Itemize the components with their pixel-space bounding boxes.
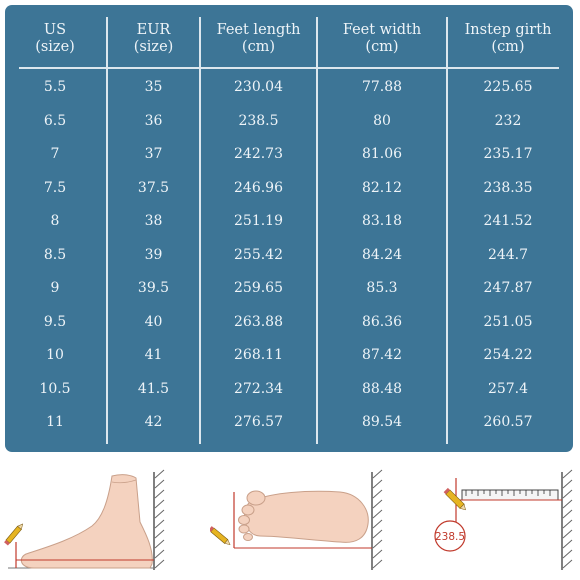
cell-instep-girth: 247.87 [483, 280, 533, 296]
cell-feet-width: 89.54 [361, 414, 403, 430]
header-divider [19, 67, 559, 69]
cell-feet-width: 87.42 [361, 347, 403, 363]
cell-feet-length: 272.34 [234, 380, 283, 397]
cell-feet-width: 84.24 [361, 246, 403, 263]
cell-instep-girth: 238.35 [483, 179, 533, 196]
cell-feet-width: 83.18 [361, 213, 403, 229]
foot-length-illustration [4, 462, 176, 574]
cell-eur-size: 38 [144, 213, 163, 229]
cell-eur-size: 37.5 [137, 179, 170, 196]
measuring-ruler-icon: 238.5 [434, 469, 573, 570]
cell-us-size: 7 [50, 146, 60, 162]
cell-feet-width: 77.88 [361, 79, 403, 95]
cell-us-size: 5.5 [43, 79, 67, 95]
cell-us-size: 10.5 [39, 380, 71, 397]
cell-feet-length: 246.96 [234, 179, 283, 196]
cell-us-size: 9 [50, 280, 60, 296]
cell-feet-width: 80 [373, 112, 391, 129]
cell-eur-size: 41.5 [137, 380, 170, 397]
ruler-measurement-illustration: 238.5 [420, 462, 576, 574]
cell-feet-width: 86.36 [361, 313, 403, 330]
cell-feet-width: 81.06 [361, 146, 403, 162]
cell-feet-length: 268.11 [234, 347, 283, 363]
cell-feet-length: 251.19 [234, 213, 283, 229]
cell-instep-girth: 260.57 [483, 414, 533, 430]
cell-instep-girth: 257.4 [487, 380, 529, 397]
cell-feet-width: 88.48 [361, 380, 403, 397]
header-eur-size: EUR (size) [133, 22, 174, 55]
column-divider [316, 17, 318, 444]
column-divider [106, 17, 108, 444]
cell-us-size: 10 [46, 347, 64, 363]
header-us-size: US (size) [35, 22, 75, 55]
cell-feet-width: 82.12 [361, 179, 403, 196]
cell-eur-size: 40 [144, 313, 163, 330]
cell-feet-length: 238.5 [238, 112, 279, 129]
cell-feet-length: 255.42 [234, 246, 283, 263]
cell-feet-width: 85.3 [366, 280, 398, 296]
cell-instep-girth: 241.52 [483, 213, 533, 229]
cell-feet-length: 242.73 [234, 146, 283, 162]
cell-eur-size: 39.5 [137, 280, 170, 296]
cell-instep-girth: 251.05 [483, 313, 533, 330]
cell-us-size: 11 [46, 414, 64, 430]
cell-eur-size: 37 [144, 146, 163, 162]
cell-instep-girth: 254.22 [483, 347, 533, 363]
header-feet-length: Feet length (cm) [216, 22, 301, 55]
cell-us-size: 9.5 [43, 313, 67, 330]
cell-instep-girth: 235.17 [483, 146, 533, 162]
header-feet-width: Feet width (cm) [342, 22, 422, 55]
cell-feet-length: 276.57 [234, 414, 283, 430]
cell-eur-size: 36 [144, 112, 163, 129]
cell-us-size: 6.5 [43, 112, 67, 129]
cell-instep-girth: 225.65 [483, 79, 533, 95]
measurement-badge: 238.5 [435, 531, 465, 543]
cell-eur-size: 35 [144, 79, 163, 95]
header-instep-girth: Instep girth (cm) [464, 22, 552, 55]
column-divider [446, 17, 448, 444]
cell-eur-size: 39 [144, 246, 163, 263]
cell-us-size: 7.5 [43, 179, 67, 196]
size-chart-table: US (size) EUR (size) Feet length (cm) Fe… [5, 5, 573, 452]
cell-us-size: 8 [50, 213, 60, 229]
foot-side-view-icon [4, 469, 165, 570]
cell-instep-girth: 232 [494, 112, 522, 129]
cell-instep-girth: 244.7 [487, 246, 529, 263]
cell-feet-length: 263.88 [234, 313, 283, 330]
foot-width-illustration [208, 462, 400, 574]
cell-us-size: 8.5 [43, 246, 67, 263]
cell-feet-length: 259.65 [234, 280, 283, 296]
column-divider [199, 17, 201, 444]
cell-feet-length: 230.04 [234, 79, 283, 95]
foot-top-view-icon [208, 469, 383, 570]
cell-eur-size: 42 [144, 414, 163, 430]
cell-eur-size: 41 [144, 347, 163, 363]
